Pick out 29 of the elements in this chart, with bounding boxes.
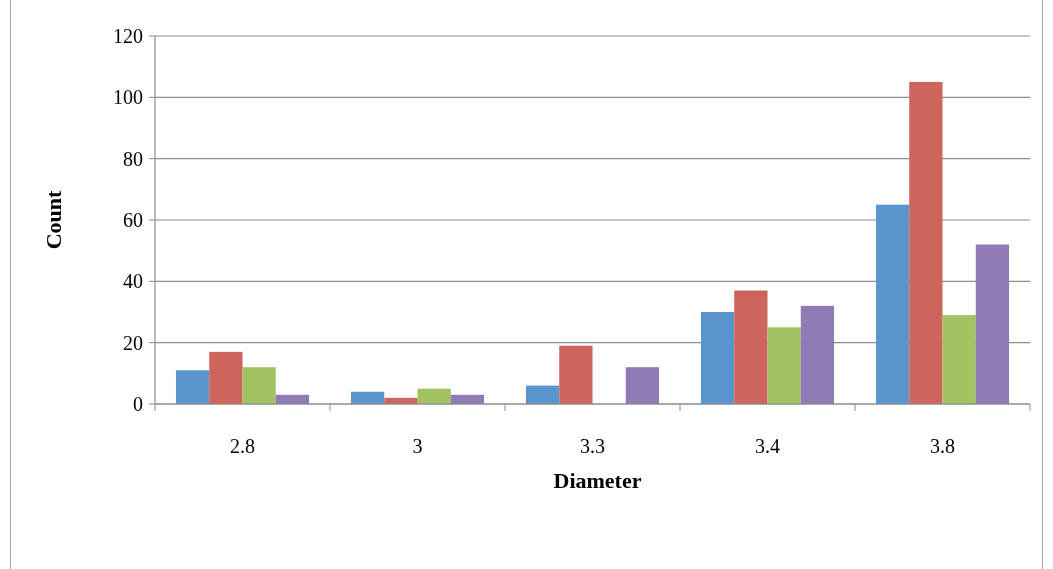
- bar: [209, 351, 243, 404]
- y-tick-label: 80: [123, 147, 143, 170]
- bar: [909, 82, 943, 404]
- x-tick-label: 3: [412, 435, 423, 457]
- bar: [242, 367, 276, 404]
- bar: [875, 204, 910, 404]
- x-tick-label: 3.3: [580, 435, 605, 457]
- bar: [800, 305, 835, 404]
- x-tick-label: 3.4: [755, 435, 780, 457]
- bar: [175, 370, 210, 404]
- y-axis-title: Count: [41, 189, 66, 250]
- y-tick-label: 40: [123, 270, 143, 293]
- bar: [975, 244, 1010, 404]
- y-tick-label: 120: [113, 25, 143, 47]
- bar: [625, 367, 660, 404]
- bar: [767, 327, 801, 404]
- bar: [525, 385, 560, 404]
- y-tick-label: 20: [123, 331, 143, 354]
- bar: [942, 315, 976, 404]
- bar: [417, 388, 451, 404]
- bar: [734, 290, 768, 404]
- x-tick-label: 3.8: [930, 435, 955, 457]
- bar: [700, 312, 735, 404]
- x-tick-label: 2.8: [230, 435, 255, 457]
- bar: [559, 345, 593, 404]
- y-tick-label: 0: [133, 393, 143, 415]
- y-tick-label: 100: [113, 86, 143, 109]
- x-axis-title: Diameter: [553, 468, 642, 493]
- y-tick-label: 60: [123, 209, 143, 231]
